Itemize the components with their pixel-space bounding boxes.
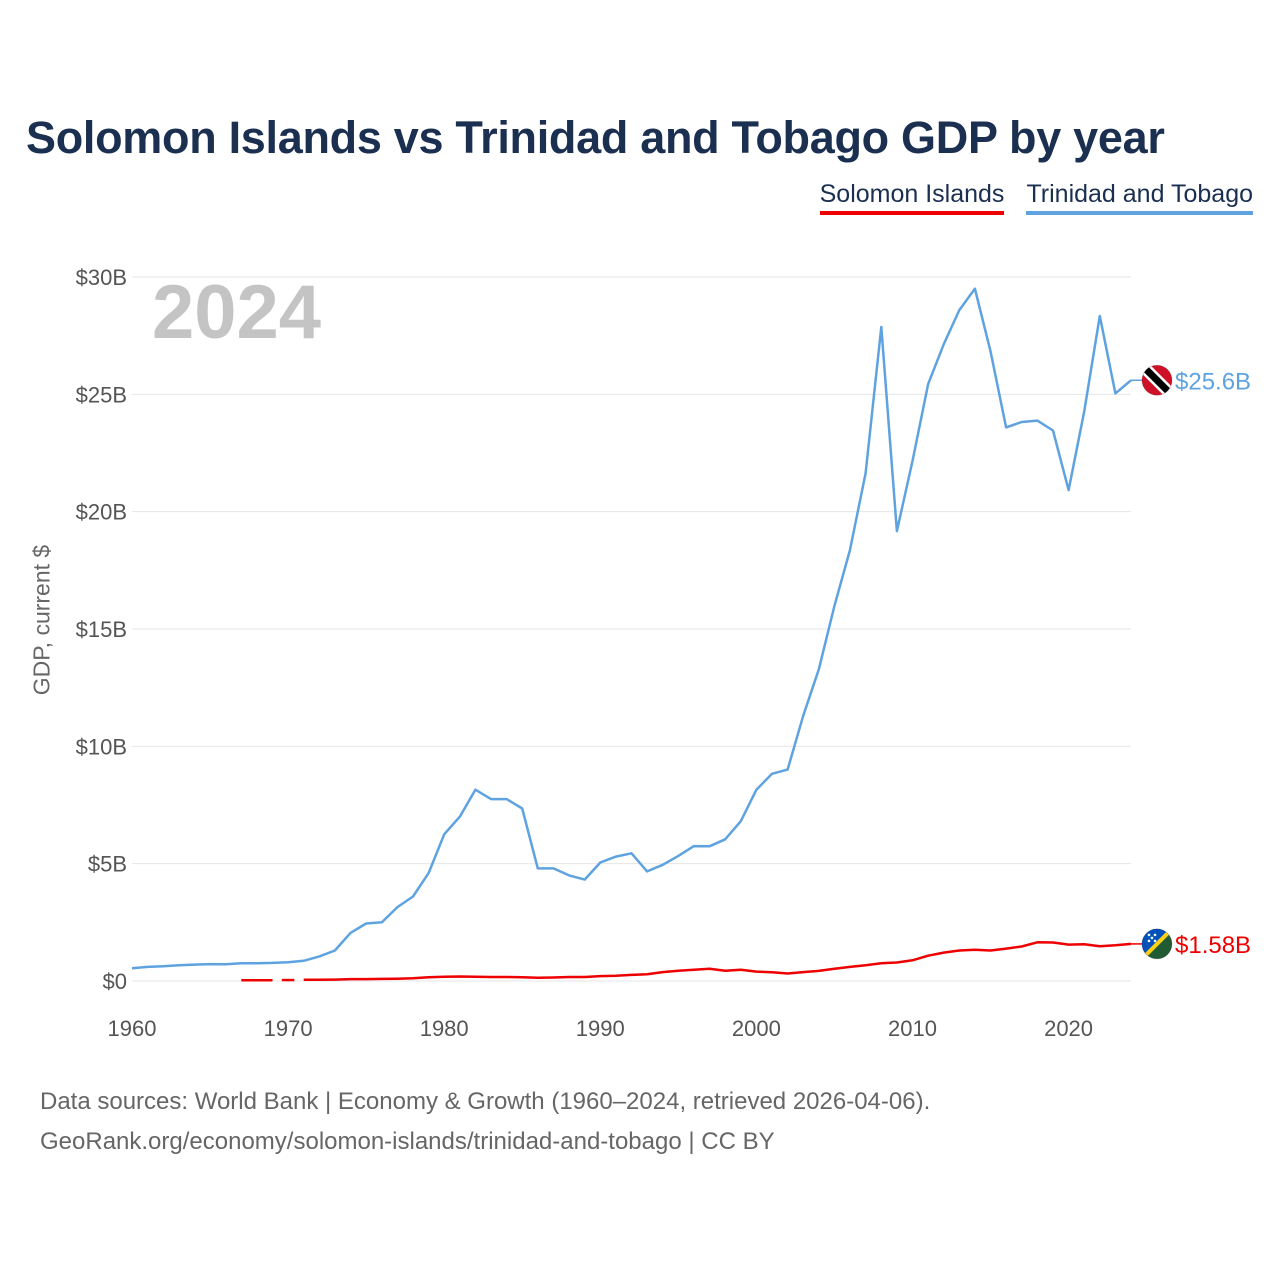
y-axis-ticks: $0 $5B $10B $15B $20B $25B $30B [76,265,127,994]
source-note: Data sources: World Bank | Economy & Gro… [40,1082,930,1162]
y-tick-label: $10B [76,734,127,759]
current-year-label: 2024 [152,270,321,355]
series-line-solomon-islands [303,941,1132,982]
y-tick-label: $5B [88,852,127,877]
legend-item-trinidad-and-tobago[interactable]: Trinidad and Tobago [1026,180,1253,215]
x-tick-label: 2000 [732,1016,781,1041]
y-tick-label: $15B [76,617,127,642]
y-tick-label: $25B [76,382,127,407]
x-tick-label: 1980 [420,1016,469,1041]
source-line-1: Data sources: World Bank | Economy & Gro… [40,1088,931,1115]
gridlines [132,276,1131,982]
y-tick-label: $0 [103,969,127,994]
end-value-label-solomon-islands: $1.58B [1175,932,1251,959]
series-lines [131,287,1132,982]
series-end-markers: $25.6B $1.58B [1131,364,1251,960]
series-line-trinidad-and-tobago [131,287,1132,970]
y-tick-label: $20B [76,500,127,525]
end-value-label-trinidad-and-tobago: $25.6B [1175,368,1251,395]
x-tick-label: 1970 [264,1016,313,1041]
trinidad-and-tobago-flag [1141,364,1173,396]
x-axis-ticks: 1960 1970 1980 1990 2000 2010 2020 [108,1016,1094,1041]
x-tick-label: 1960 [108,1016,157,1041]
x-tick-label: 2020 [1044,1016,1093,1041]
legend: Solomon Islands Trinidad and Tobago [819,180,1253,215]
x-tick-label: 2010 [888,1016,937,1041]
gdp-line-chart: $0$5B$10B$15B$20B$25B$30B 1960 1970 1980 19… [76,265,1251,1041]
x-tick-label: 1990 [576,1016,625,1041]
source-line-2: GeoRank.org/economy/solomon-islands/trin… [40,1128,775,1155]
chart-title: Solomon Islands vs Trinidad and Tobago G… [26,112,1165,163]
legend-item-solomon-islands[interactable]: Solomon Islands [819,180,1005,215]
solomon-islands-flag [1141,928,1173,960]
y-tick-label: $30B [76,265,127,290]
